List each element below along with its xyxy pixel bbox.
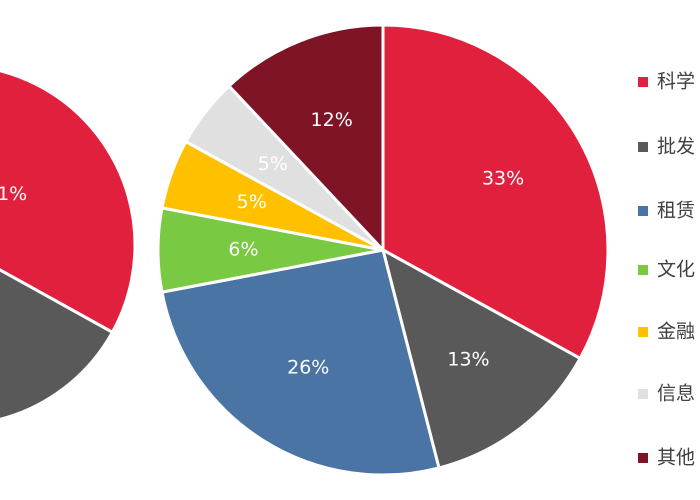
data-label: 13% xyxy=(447,349,489,371)
data-label: 33% xyxy=(482,167,524,189)
data-label: 6% xyxy=(228,239,258,261)
pie-slice xyxy=(160,248,441,477)
legend-label: 科学 xyxy=(657,71,695,93)
legend-label: 其他 xyxy=(657,447,695,469)
legend-label: 金融 xyxy=(657,321,695,343)
legend-label: 信息 xyxy=(657,383,695,405)
legend-swatch xyxy=(638,327,648,337)
data-label: 41% xyxy=(0,183,27,205)
legend-swatch xyxy=(638,265,648,275)
legend-label: 批发 xyxy=(657,136,695,158)
legend-label: 文化 xyxy=(657,259,695,281)
pie-slice xyxy=(0,69,137,335)
legend-swatch xyxy=(638,142,648,152)
pie-slice xyxy=(0,268,115,421)
data-label: 5% xyxy=(237,191,267,213)
legend-swatch xyxy=(638,389,648,399)
legend-swatch xyxy=(638,453,648,463)
legend-swatch xyxy=(638,206,648,216)
data-label: 26% xyxy=(287,356,329,378)
pie-slice xyxy=(380,247,583,470)
data-label: 5% xyxy=(258,153,288,175)
data-label: 12% xyxy=(311,109,353,131)
legend-label: 租赁 xyxy=(657,200,695,222)
pie-slice xyxy=(381,23,610,361)
legend-swatch xyxy=(638,77,648,87)
pie-slice xyxy=(226,23,385,254)
